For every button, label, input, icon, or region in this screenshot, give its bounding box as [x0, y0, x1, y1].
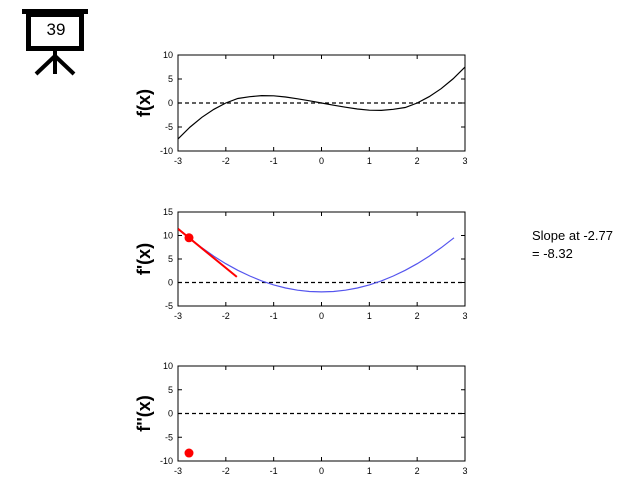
x-tick-label: -3 [174, 311, 182, 321]
series-line [178, 66, 465, 140]
slide-number-badge: 39 [20, 8, 92, 78]
y-axis-label: f(x) [134, 89, 154, 117]
x-tick-label: 3 [462, 311, 467, 321]
y-tick-label: 5 [168, 254, 173, 264]
x-tick-label: 2 [415, 156, 420, 166]
y-tick-label: 10 [163, 50, 173, 60]
x-tick-label: 0 [319, 311, 324, 321]
x-tick-label: 1 [367, 311, 372, 321]
series-line [188, 237, 455, 293]
x-tick-label: -2 [222, 156, 230, 166]
x-tick-label: 1 [367, 156, 372, 166]
x-tick-label: 1 [367, 466, 372, 476]
y-tick-label: 5 [168, 385, 173, 395]
y-axis-label: f''(x) [134, 395, 154, 432]
chart-2: -3 -2 -1 0 1 2 3 -5 0 5 10 15 f'(x) [134, 207, 468, 321]
x-tick-label: -3 [174, 156, 182, 166]
y-tick-label: -10 [160, 456, 173, 466]
y-tick-label: 10 [163, 361, 173, 371]
x-tick-label: 2 [415, 311, 420, 321]
slope-annotation-line2: = -8.32 [532, 246, 573, 261]
y-tick-label: 10 [163, 231, 173, 241]
data-point [184, 448, 194, 458]
y-tick-label: -5 [165, 301, 173, 311]
projector-screen-icon [22, 9, 88, 76]
y-tick-label: 0 [168, 409, 173, 419]
x-tick-label: 3 [462, 466, 467, 476]
slide-number: 39 [46, 20, 66, 39]
y-tick-label: 5 [168, 74, 173, 84]
y-tick-label: -5 [165, 122, 173, 132]
x-tick-label: -1 [270, 156, 278, 166]
y-tick-label: 0 [168, 98, 173, 108]
x-tick-label: -2 [222, 311, 230, 321]
x-tick-label: 2 [415, 466, 420, 476]
x-tick-label: -1 [270, 466, 278, 476]
x-tick-label: 0 [319, 156, 324, 166]
y-axis-label: f'(x) [134, 243, 154, 275]
slope-annotation: Slope at -2.77 = -8.32 [532, 227, 613, 263]
y-tick-label: -10 [160, 146, 173, 156]
data-point [184, 233, 194, 243]
x-tick-label: -2 [222, 466, 230, 476]
x-tick-label: 0 [319, 466, 324, 476]
y-tick-label: 0 [168, 278, 173, 288]
y-tick-label: -5 [165, 432, 173, 442]
y-tick-label: 15 [163, 207, 173, 217]
x-tick-label: -3 [174, 466, 182, 476]
x-tick-label: 3 [462, 156, 467, 166]
slope-annotation-line1: Slope at -2.77 [532, 228, 613, 243]
x-tick-label: -1 [270, 311, 278, 321]
